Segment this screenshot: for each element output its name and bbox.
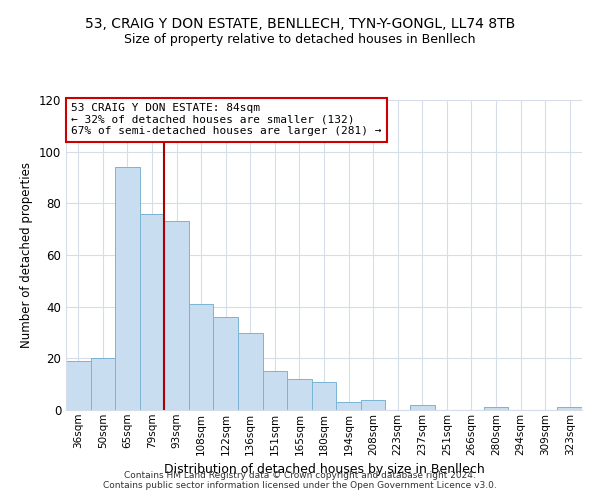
Bar [140,214,164,410]
Bar [336,402,361,410]
Bar [115,167,140,410]
Text: 53 CRAIG Y DON ESTATE: 84sqm
← 32% of detached houses are smaller (132)
67% of s: 53 CRAIG Y DON ESTATE: 84sqm ← 32% of de… [71,103,382,136]
Text: Contains HM Land Registry data © Crown copyright and database right 2024.: Contains HM Land Registry data © Crown c… [124,470,476,480]
Bar [238,332,263,410]
Bar [361,400,385,410]
Bar [214,317,238,410]
Text: Contains public sector information licensed under the Open Government Licence v3: Contains public sector information licen… [103,480,497,490]
Y-axis label: Number of detached properties: Number of detached properties [20,162,33,348]
Bar [312,382,336,410]
Text: 53, CRAIG Y DON ESTATE, BENLLECH, TYN-Y-GONGL, LL74 8TB: 53, CRAIG Y DON ESTATE, BENLLECH, TYN-Y-… [85,18,515,32]
Bar [263,371,287,410]
Bar [484,408,508,410]
X-axis label: Distribution of detached houses by size in Benllech: Distribution of detached houses by size … [164,463,484,476]
Bar [66,361,91,410]
Bar [287,379,312,410]
Bar [189,304,214,410]
Bar [91,358,115,410]
Bar [410,405,434,410]
Bar [164,222,189,410]
Bar [557,408,582,410]
Text: Size of property relative to detached houses in Benllech: Size of property relative to detached ho… [124,32,476,46]
